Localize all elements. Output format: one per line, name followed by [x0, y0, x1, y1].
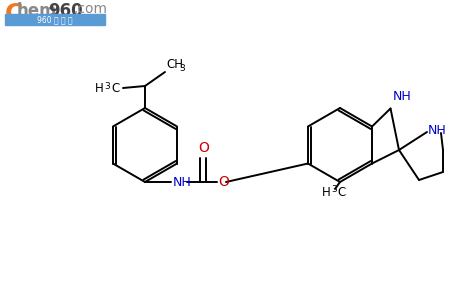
Text: .com: .com	[74, 2, 108, 16]
Bar	[5, 14, 105, 25]
Text: NH: NH	[428, 125, 447, 137]
Text: 960 化 工 网: 960 化 工 网	[37, 15, 73, 24]
Text: 960: 960	[48, 2, 82, 20]
Text: NH: NH	[173, 176, 192, 188]
Text: 3: 3	[331, 185, 337, 194]
Text: C: C	[337, 185, 345, 198]
Text: H: H	[322, 185, 331, 198]
Text: O: O	[218, 175, 229, 189]
Text: C: C	[111, 81, 119, 95]
Text: O: O	[198, 141, 209, 155]
Text: NH: NH	[392, 91, 411, 103]
Text: H: H	[95, 81, 104, 95]
Text: 3: 3	[179, 64, 185, 73]
Text: CH: CH	[166, 58, 183, 71]
Text: 3: 3	[104, 82, 110, 91]
Text: C: C	[5, 2, 23, 26]
Bar	[2, 2, 132, 28]
Text: hem: hem	[17, 2, 57, 20]
